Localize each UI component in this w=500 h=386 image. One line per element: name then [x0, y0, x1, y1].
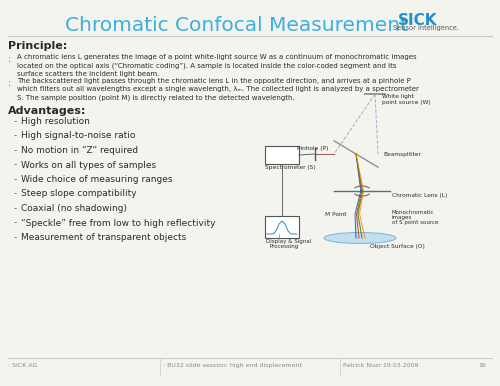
Bar	[265, 146, 299, 164]
Text: Processing: Processing	[270, 244, 299, 249]
Text: : BU32 slide session: high end displacement: : BU32 slide session: high end displacem…	[163, 363, 302, 368]
Text: “Speckle” free from low to high reflectivity: “Speckle” free from low to high reflecti…	[21, 218, 216, 227]
Text: M Point: M Point	[325, 212, 346, 217]
Text: SICK: SICK	[398, 13, 438, 28]
Text: -: -	[14, 146, 17, 155]
Text: Pinhole (P): Pinhole (P)	[297, 146, 328, 151]
Text: Chromatic Lens (L): Chromatic Lens (L)	[392, 193, 448, 198]
Text: images: images	[392, 215, 412, 220]
Text: Display & Signal: Display & Signal	[266, 239, 311, 244]
Text: :: :	[8, 54, 11, 64]
Text: -: -	[14, 161, 17, 169]
Text: -: -	[14, 132, 17, 141]
Text: Patrick Nuzr 19.03.2009: Patrick Nuzr 19.03.2009	[343, 363, 418, 368]
Text: Principle:: Principle:	[8, 41, 67, 51]
Text: Steep slope compatibility: Steep slope compatibility	[21, 190, 136, 198]
Text: -: -	[14, 218, 17, 227]
Text: Coaxial (no shadowing): Coaxial (no shadowing)	[21, 204, 127, 213]
Text: The backscattered light passes through the chromatic lens L in the opposite dire: The backscattered light passes through t…	[17, 78, 419, 101]
Text: A chromatic lens L generates the image of a point white-light source W as a cont: A chromatic lens L generates the image o…	[17, 54, 416, 77]
Text: -: -	[14, 175, 17, 184]
Text: of S point source: of S point source	[392, 220, 438, 225]
Text: High resolution: High resolution	[21, 117, 90, 126]
Text: -: -	[14, 233, 17, 242]
Text: 16: 16	[478, 363, 486, 368]
Text: : SICK AG: : SICK AG	[8, 363, 38, 368]
Text: Sensor Intelligence.: Sensor Intelligence.	[393, 25, 459, 31]
Ellipse shape	[324, 232, 396, 244]
Text: High signal-to-noise ratio: High signal-to-noise ratio	[21, 132, 136, 141]
Text: Spectrometer (S): Spectrometer (S)	[265, 165, 316, 170]
Text: Chromatic Confocal Measurement: Chromatic Confocal Measurement	[65, 16, 408, 35]
Text: White light: White light	[382, 94, 414, 99]
Text: :: :	[8, 78, 11, 88]
Text: Object Surface (O): Object Surface (O)	[370, 244, 425, 249]
Text: Advantages:: Advantages:	[8, 106, 86, 116]
Text: Monochromatic: Monochromatic	[392, 210, 434, 215]
Text: -: -	[14, 190, 17, 198]
Text: No motion in “Z” required: No motion in “Z” required	[21, 146, 138, 155]
Text: Works on all types of samples: Works on all types of samples	[21, 161, 156, 169]
Text: -: -	[14, 204, 17, 213]
Text: Beamsplitter: Beamsplitter	[383, 152, 421, 157]
Text: point source (W): point source (W)	[382, 100, 431, 105]
Text: Measurement of transparent objects: Measurement of transparent objects	[21, 233, 186, 242]
Text: -: -	[14, 117, 17, 126]
Bar	[265, 216, 299, 238]
Text: Wide choice of measuring ranges: Wide choice of measuring ranges	[21, 175, 172, 184]
